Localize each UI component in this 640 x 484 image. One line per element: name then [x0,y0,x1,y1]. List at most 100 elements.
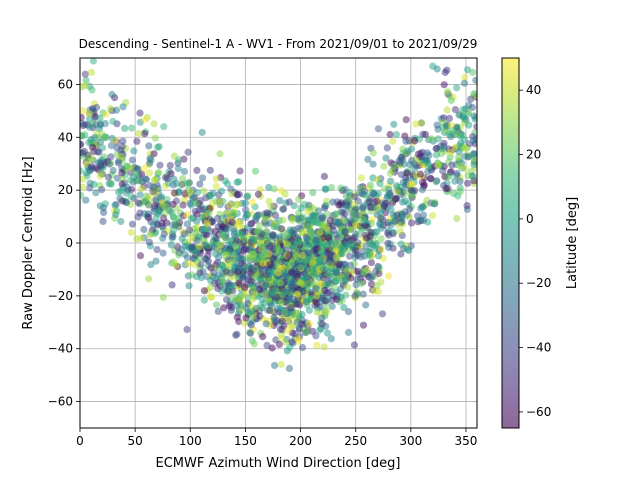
y-axis-label: Raw Doppler Centroid [Hz] [21,156,36,329]
scatter-point [369,149,377,157]
scatter-point [214,307,222,315]
scatter-point [393,211,401,219]
scatter-point [449,127,457,135]
scatter-point [276,279,284,287]
colorbar-tick-label: 0 [526,212,534,226]
scatter-point [440,81,448,89]
scatter-point [397,250,405,258]
scatter-point [107,142,115,150]
scatter-point [313,341,321,349]
scatter-point [318,314,326,322]
scatter-point [344,328,353,336]
scatter-point [80,149,87,157]
scatter-point [167,241,175,249]
scatter-point [170,189,178,197]
scatter-point [291,330,299,338]
scatter-point [262,290,270,298]
scatter-point [337,199,345,207]
x-tick-label: 350 [455,434,478,448]
scatter-point [242,304,250,312]
scatter-point [144,201,153,209]
scatter-point [100,208,108,217]
scatter-point [276,235,284,243]
scatter-point [341,277,349,285]
scatter-point [212,234,220,243]
scatter-point [226,201,234,209]
scatter-point [233,237,241,245]
scatter-point [323,281,331,289]
scatter-points [80,58,477,372]
scatter-point [460,79,469,87]
scatter-point [223,296,231,304]
scatter-point [453,84,461,92]
scatter-point [284,326,292,334]
scatter-point [384,272,393,280]
scatter-point [86,184,94,192]
scatter-point [228,190,236,198]
scatter-point [128,156,137,164]
scatter-point [397,171,406,179]
scatter-point [324,295,332,303]
scatter-point [82,196,90,204]
scatter-point [233,302,241,310]
scatter-point [108,90,116,99]
scatter-point [159,293,167,301]
scatter-point [145,238,153,246]
scatter-point [213,214,222,223]
scatter-point [287,304,295,312]
scatter-point [179,175,187,183]
scatter-point [329,226,337,234]
scatter-point [315,256,323,264]
scatter-point [362,301,370,309]
y-tick-label: −20 [48,289,73,303]
scatter-point [228,218,236,226]
scatter-point [233,178,241,186]
scatter-point [461,73,469,81]
scatter-point [240,291,248,299]
scatter-point [235,222,243,230]
scatter-point [123,162,131,170]
scatter-point [246,329,255,337]
scatter-point [144,214,153,222]
scatter-point [88,86,96,94]
scatter-point [218,280,226,288]
scatter-point [113,207,121,215]
scatter-point [265,306,274,315]
scatter-point [303,266,311,274]
scatter-point [266,261,274,269]
scatter-point [290,202,298,210]
colorbar-tick-label: 20 [526,148,541,162]
scatter-point [470,90,477,98]
scatter-point [294,238,303,246]
scatter-point [411,137,419,145]
scatter-point [217,241,225,249]
scatter-point [346,261,354,269]
scatter-point [309,269,317,277]
scatter-point [385,243,393,252]
scatter-point [106,104,114,113]
scatter-point [261,265,269,273]
x-axis-label: ECMWF Azimuth Wind Direction [deg] [156,456,401,471]
scatter-point [315,273,323,281]
scatter-point [374,252,383,260]
scatter-point [202,255,210,264]
scatter-point [451,177,459,185]
scatter-point [185,226,194,234]
scatter-point [299,344,307,352]
scatter-point [327,183,335,192]
scatter-point [80,107,87,115]
scatter-point [326,258,334,266]
scatter-point [127,192,135,201]
scatter-point [345,188,353,197]
scatter-point [140,164,148,173]
scatter-point [248,277,256,285]
scatter-point [123,183,131,191]
scatter-point [401,197,409,205]
scatter-point [297,204,305,212]
scatter-point [326,216,334,224]
scatter-point [257,233,265,241]
y-tick-label: 60 [58,77,73,91]
scatter-point [322,185,330,193]
scatter-point [96,138,105,146]
scatter-point [281,190,289,198]
